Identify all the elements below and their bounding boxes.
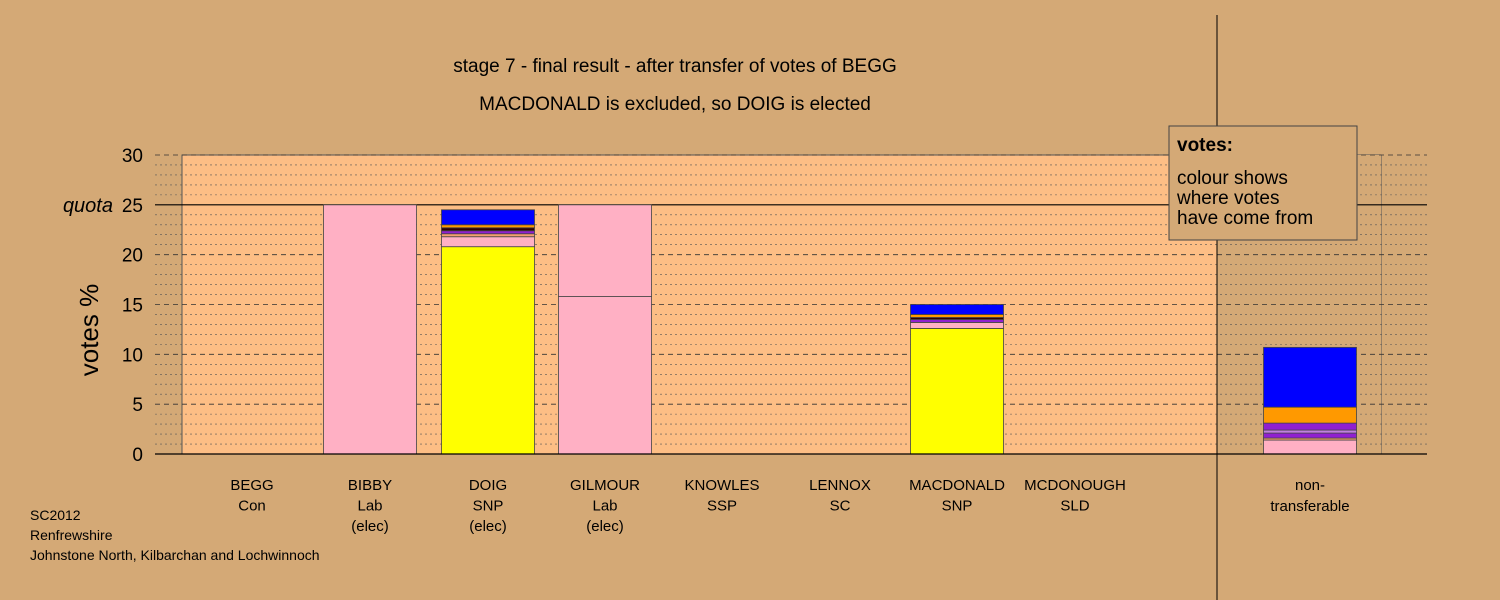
- footer-line-2: Renfrewshire: [30, 527, 113, 543]
- legend-line-3: have come from: [1177, 208, 1313, 229]
- candidate-label: (elec): [351, 518, 389, 535]
- chart-title: stage 7 - final result - after transfer …: [453, 56, 897, 77]
- candidate-label: LENNOX: [809, 477, 871, 494]
- nontransferable-label-line1: non-: [1295, 477, 1325, 494]
- chart-subtitle: MACDONALD is excluded, so DOIG is electe…: [479, 94, 871, 115]
- y-tick-label: 15: [122, 296, 143, 317]
- candidate-label: SC: [830, 498, 851, 515]
- bar-segment: [910, 322, 1004, 329]
- candidate-label: SSP: [707, 498, 737, 515]
- y-tick-labels: 0 5 10 15 20 25 30: [122, 146, 143, 466]
- candidate-label: Con: [238, 498, 266, 515]
- bar-segment: [441, 233, 535, 238]
- footer-line-1: SC2012: [30, 507, 81, 523]
- bar-segment: [1263, 422, 1357, 431]
- y-tick-label: 30: [122, 146, 143, 167]
- nontransferable-label-line2: transferable: [1270, 498, 1349, 515]
- legend-line-2: where votes: [1176, 188, 1279, 209]
- bar-segment: [1263, 346, 1357, 408]
- candidate-labels: BEGG Con BIBBY Lab (elec) DOIG SNP (elec) GILMOU…: [230, 477, 1126, 535]
- candidate-label: Lab: [592, 498, 617, 515]
- candidate-label: KNOWLES: [684, 477, 759, 494]
- y-tick-label: 10: [122, 345, 143, 366]
- bar-segment: [441, 230, 535, 235]
- bar-segment: [558, 296, 652, 455]
- y-tick-label: 20: [122, 246, 143, 267]
- bar-segment: [441, 246, 535, 455]
- footer-line-3: Johnstone North, Kilbarchan and Lochwinn…: [30, 547, 320, 563]
- candidate-label: (elec): [469, 518, 507, 535]
- bar-segment: [1263, 429, 1357, 434]
- bar-segment: [1263, 439, 1357, 455]
- candidate-label: GILMOUR: [570, 477, 640, 494]
- nontransferable-label: non- transferable: [1270, 477, 1349, 515]
- candidate-label: BIBBY: [348, 477, 392, 494]
- bar-segment: [558, 204, 652, 297]
- candidate-label: SNP: [942, 498, 973, 515]
- bar-segment: [1263, 432, 1357, 439]
- bar-segment: [441, 236, 535, 248]
- legend-line-1: colour shows: [1177, 168, 1288, 189]
- candidate-label: SLD: [1060, 498, 1089, 515]
- legend-heading: votes:: [1177, 135, 1233, 156]
- candidate-label: DOIG: [469, 477, 507, 494]
- candidate-label: MACDONALD: [909, 477, 1005, 494]
- bar-segment: [910, 314, 1004, 318]
- legend-frame: [1168, 125, 1358, 241]
- bar-segment: [441, 224, 535, 229]
- quota-label: quota: [63, 195, 113, 217]
- bar-segment: [323, 204, 417, 455]
- y-tick-label: 25: [122, 196, 143, 217]
- bar-segment: [1263, 406, 1357, 424]
- bar-segment: [910, 319, 1004, 323]
- bar-segment: [910, 328, 1004, 455]
- candidate-label: (elec): [586, 518, 624, 535]
- candidate-label: SNP: [473, 498, 504, 515]
- y-tick-label: 0: [132, 445, 143, 466]
- candidate-label: Lab: [357, 498, 382, 515]
- y-tick-label: 5: [132, 395, 143, 416]
- legend-box: votes: colour shows where votes have com…: [1168, 125, 1358, 241]
- bar-group: [323, 204, 1357, 455]
- bar-segment: [910, 304, 1004, 315]
- y-axis-label: votes %: [74, 284, 104, 377]
- bar-segment: [441, 209, 535, 226]
- bar-segment: [441, 227, 535, 232]
- candidate-label: MCDONOUGH: [1024, 477, 1126, 494]
- candidate-label: BEGG: [230, 477, 273, 494]
